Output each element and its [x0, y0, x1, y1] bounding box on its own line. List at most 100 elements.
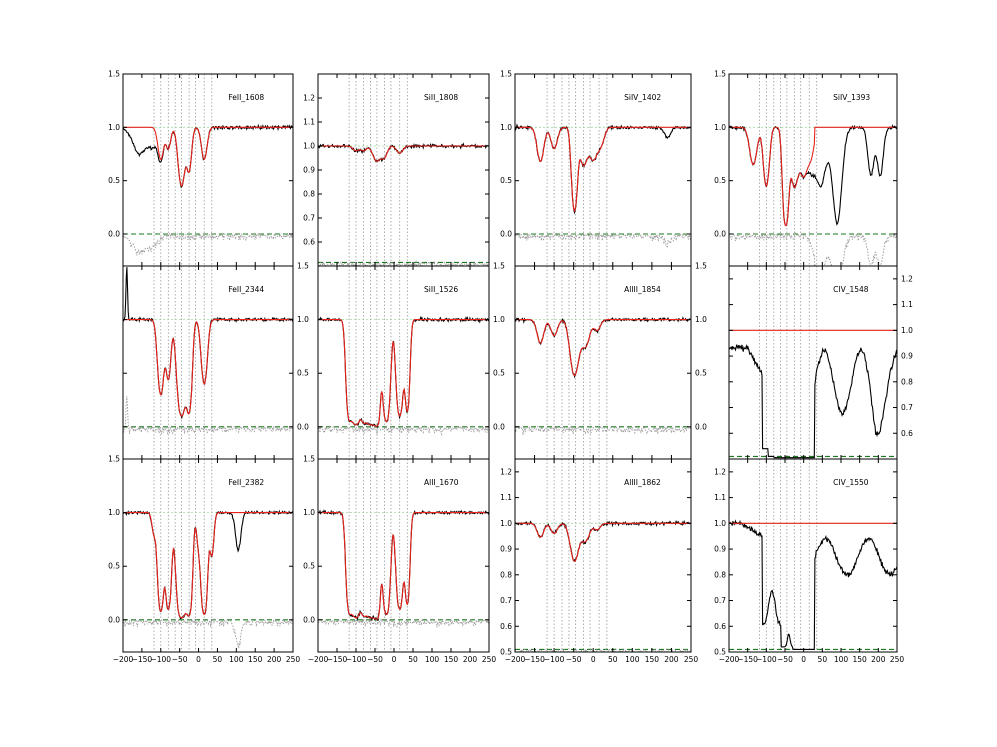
y-tick-label: 0.8	[303, 190, 315, 199]
panel-label: SiII_1526	[424, 285, 458, 294]
residual-trace	[123, 396, 293, 435]
x-tick-label: −100	[544, 655, 565, 664]
panel-aliii-1854: 0.0 0.5 1.0 1.5 AlIII_1854	[514, 262, 707, 460]
x-tick-label: −50	[777, 655, 793, 664]
y-tick-label: 1.1	[303, 118, 315, 127]
x-tick-label: 0	[196, 655, 201, 664]
x-tick-label: 0	[392, 655, 397, 664]
flux-trace	[729, 343, 897, 459]
panel-label: FeII_2382	[228, 478, 264, 487]
y-tick-label: 0.7	[500, 596, 512, 605]
y-tick-label: 0.5	[108, 562, 120, 571]
y-tick-label: 1.0	[695, 315, 707, 324]
panel-siii-1808: 0.6 0.7 0.8 0.9 1.0 1.1 1.2 SiII_1808	[303, 73, 490, 267]
x-tick-label: −150	[327, 655, 348, 664]
x-tick-label: 200	[871, 655, 886, 664]
panel-alii-1670: 0.0 0.5 1.0 1.5 −200−150−100 −50 0 50 100 150 200 2…	[303, 455, 496, 665]
x-tick-label: 100	[834, 655, 849, 664]
x-tick-label: −200	[719, 655, 740, 664]
y-tick-label: 1.5	[500, 70, 512, 79]
residual-trace	[123, 231, 293, 256]
panel-label: SiIV_1402	[624, 93, 661, 102]
x-tick-label: 150	[853, 655, 868, 664]
y-tick-label: 0.5	[714, 176, 726, 185]
y-tick-label: 0.8	[901, 377, 913, 386]
y-tick-label: 0.5	[303, 562, 315, 571]
y-tick-label: 1.0	[714, 519, 726, 528]
y-tick-label: 1.1	[500, 493, 512, 502]
panel-siiv-1393: 0.0 0.5 1.0 1.5 SiIV_1393	[714, 70, 898, 267]
model-trace	[318, 512, 489, 620]
panel-siii-1526: 0.0 0.5 1.0 1.5 SiII_1526	[317, 262, 505, 460]
y-tick-label: 1.2	[500, 467, 512, 476]
panel-civ-1548: 0.6 0.7 0.8 0.9 1.0 1.1 1.2 CIV_1548	[728, 265, 913, 460]
x-tick-label: −200	[113, 655, 134, 664]
x-tick-label: 200	[463, 655, 478, 664]
y-tick-label: 0.7	[901, 403, 913, 412]
panel-label: CIV_1550	[833, 478, 869, 487]
y-tick-label: 1.0	[500, 519, 512, 528]
flux-trace	[729, 124, 897, 227]
y-tick-label: 1.0	[108, 123, 120, 132]
x-tick-label: 50	[818, 655, 828, 664]
panel-traces	[729, 124, 897, 266]
y-tick-label: 1.2	[901, 274, 913, 283]
y-tick-label: 0.5	[714, 648, 726, 657]
residual-trace	[729, 231, 897, 266]
flux-trace	[123, 267, 293, 420]
y-tick-label: 1.5	[108, 455, 120, 464]
residual-trace	[515, 424, 691, 436]
y-tick-label: 0.0	[500, 230, 512, 239]
panel-traces	[123, 267, 293, 435]
y-tick-label: 0.5	[500, 648, 512, 657]
model-trace	[123, 319, 293, 417]
panel-traces	[515, 123, 691, 249]
x-tick-label: −50	[172, 655, 188, 664]
x-tick-label: −200	[308, 655, 329, 664]
y-tick-label: 1.0	[714, 123, 726, 132]
y-tick-label: 0.9	[714, 545, 726, 554]
x-tick-label: −150	[524, 655, 545, 664]
flux-trace	[318, 142, 489, 163]
flux-trace	[729, 519, 897, 650]
y-tick-label: 1.5	[493, 262, 505, 271]
y-tick-label: 1.0	[297, 315, 309, 324]
x-tick-label: 0	[801, 655, 806, 664]
panel-traces	[123, 123, 293, 256]
panel-traces	[729, 519, 897, 650]
x-tick-label: −100	[756, 655, 777, 664]
x-tick-label: 250	[890, 655, 905, 664]
y-tick-label: 1.1	[901, 300, 913, 309]
x-tick-label: 250	[482, 655, 497, 664]
x-tick-label: −150	[132, 655, 153, 664]
y-tick-label: 0.5	[695, 369, 707, 378]
y-tick-label: 0.0	[695, 422, 707, 431]
y-tick-label: 1.0	[108, 508, 120, 517]
panel-label: SiIV_1393	[833, 93, 870, 102]
y-tick-label: 1.0	[303, 508, 315, 517]
panel-feii-2382: 0.0 0.5 1.0 1.5 −200−150−100 −50 0 50 100 150 200 2…	[108, 455, 300, 665]
y-tick-label: 1.5	[297, 262, 309, 271]
y-tick-label: 0.0	[108, 230, 120, 239]
y-tick-label: 1.2	[714, 467, 726, 476]
y-tick-label: 0.6	[500, 622, 512, 631]
panel-siiv-1402: 0.0 0.5 1.0 1.5 SiIV_1402	[500, 70, 692, 267]
model-trace	[515, 522, 691, 563]
y-tick-label: 1.0	[493, 315, 505, 324]
y-tick-label: 0.8	[500, 570, 512, 579]
x-tick-label: −150	[737, 655, 758, 664]
panel-traces	[729, 329, 897, 459]
x-tick-label: 50	[213, 655, 223, 664]
y-tick-label: 1.2	[303, 94, 315, 103]
flux-trace	[515, 519, 691, 562]
x-tick-label: 100	[425, 655, 440, 664]
flux-trace	[123, 123, 293, 189]
x-tick-label: 250	[684, 655, 699, 664]
y-tick-label: 0.0	[714, 230, 726, 239]
flux-trace	[515, 123, 691, 215]
panel-frame	[317, 458, 490, 653]
residual-trace	[123, 618, 293, 649]
y-tick-label: 1.5	[303, 455, 315, 464]
panel-frame	[514, 458, 692, 653]
